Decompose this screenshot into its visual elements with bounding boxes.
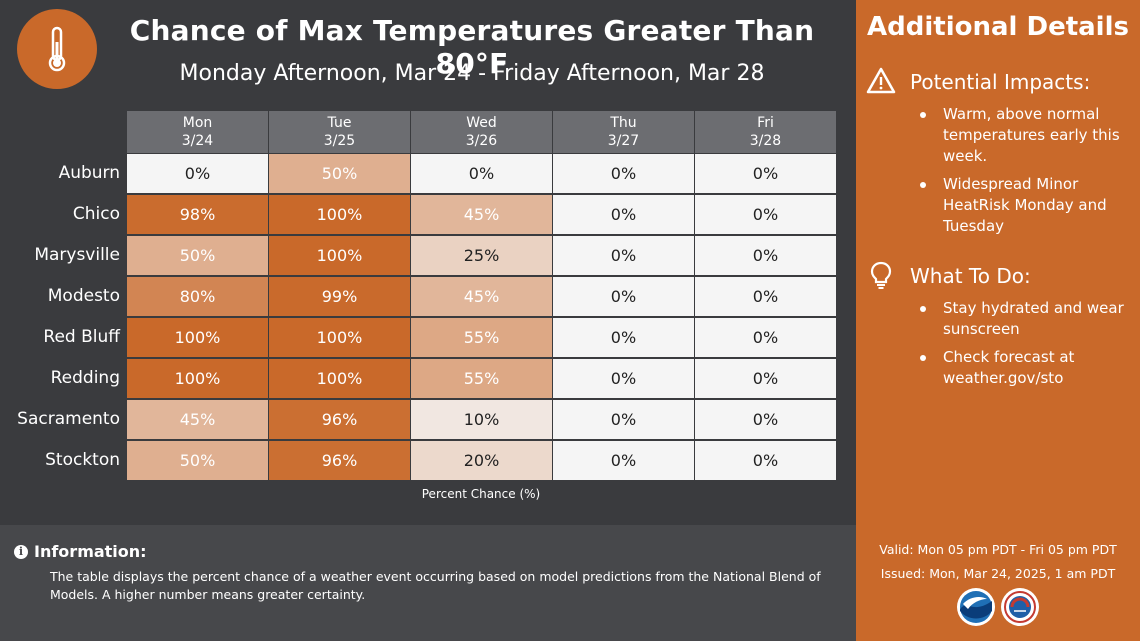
table-cell: 99% [269, 277, 410, 316]
table-cell: 50% [127, 236, 268, 275]
table-cell: 0% [695, 318, 836, 357]
valid-time: Valid: Mon 05 pm PDT - Fri 05 pm PDT [879, 542, 1117, 557]
table-cell: 0% [127, 154, 268, 193]
warning-icon [866, 67, 896, 94]
main-panel: Chance of Max Temperatures Greater Than … [17, 9, 836, 501]
information-panel: i Information: The table displays the pe… [0, 525, 856, 641]
column-header: Fri 3/28 [695, 111, 836, 153]
table-cell: 0% [695, 236, 836, 275]
table-cell: 0% [695, 277, 836, 316]
table-cell: 0% [695, 154, 836, 193]
table-cell: 0% [553, 318, 694, 357]
thermometer-logo [17, 9, 97, 89]
noaa-logo [957, 588, 995, 626]
table-cell: 0% [553, 154, 694, 193]
info-icon: i [14, 545, 28, 559]
table-cell: 0% [553, 441, 694, 480]
row-label: Chico [72, 204, 120, 224]
table-cell: 100% [269, 359, 410, 398]
table-cell: 100% [127, 359, 268, 398]
row-label: Marysville [34, 245, 120, 265]
column-day: Thu [610, 115, 637, 131]
table-cell: 45% [127, 400, 268, 439]
row-label: Stockton [45, 450, 120, 470]
table-cell: 98% [127, 195, 268, 234]
table-cell: 0% [553, 195, 694, 234]
table-cell: 0% [553, 400, 694, 439]
column-date: 3/25 [323, 133, 356, 149]
column-header: Tue 3/25 [269, 111, 410, 153]
row-label: Red Bluff [43, 327, 120, 347]
table-cell: 55% [411, 359, 552, 398]
row-label: Auburn [58, 163, 120, 183]
column-day: Wed [466, 115, 497, 131]
column-date: 3/26 [465, 133, 498, 149]
table-cell: 96% [269, 441, 410, 480]
column-header: Mon 3/24 [127, 111, 268, 153]
table-cell: 50% [127, 441, 268, 480]
impact-item: Warm, above normal temperatures early th… [918, 104, 1128, 167]
todo-item: Check forecast at weather.gov/sto [918, 347, 1128, 389]
table-cell: 55% [411, 318, 552, 357]
details-sidebar: Additional Details Potential Impacts: Wa… [856, 0, 1140, 641]
lightbulb-icon [870, 261, 892, 289]
table-cell: 0% [411, 154, 552, 193]
table-cell: 100% [127, 318, 268, 357]
impacts-list: Warm, above normal temperatures early th… [918, 104, 1128, 244]
column-header: Thu 3/27 [553, 111, 694, 153]
table-cell: 45% [411, 277, 552, 316]
table-cell: 0% [553, 277, 694, 316]
page-title: Chance of Max Temperatures Greater Than … [129, 14, 815, 80]
table-cell: 100% [269, 195, 410, 234]
table-cell: 0% [695, 195, 836, 234]
table-cell: 80% [127, 277, 268, 316]
impacts-heading: Potential Impacts: [910, 70, 1091, 94]
row-label: Modesto [47, 286, 120, 306]
impact-item: Widespread Minor HeatRisk Monday and Tue… [918, 174, 1128, 237]
column-day: Fri [757, 115, 774, 131]
table-cell: 100% [269, 236, 410, 275]
sidebar-title: Additional Details [867, 12, 1129, 42]
page-subtitle: Monday Afternoon, Mar 24 - Friday Aftern… [179, 61, 765, 86]
row-label: Sacramento [17, 409, 120, 429]
todo-item: Stay hydrated and wear sunscreen [918, 298, 1128, 340]
todo-list: Stay hydrated and wear sunscreen Check fo… [918, 298, 1128, 396]
column-day: Mon [182, 115, 213, 131]
table-cell: 50% [269, 154, 410, 193]
table-cell: 0% [695, 441, 836, 480]
issued-time: Issued: Mon, Mar 24, 2025, 1 am PDT [880, 566, 1116, 581]
column-header: Wed 3/26 [411, 111, 552, 153]
table-cell: 0% [695, 400, 836, 439]
column-date: 3/28 [749, 133, 782, 149]
nws-logo [1001, 588, 1039, 626]
table-cell: 25% [411, 236, 552, 275]
table-cell: 20% [411, 441, 552, 480]
column-day: Tue [327, 115, 352, 131]
row-label: Redding [50, 368, 120, 388]
column-date: 3/24 [181, 133, 214, 149]
table-cell: 10% [411, 400, 552, 439]
todo-heading: What To Do: [910, 264, 1031, 288]
table-cell: 45% [411, 195, 552, 234]
thermometer-icon [48, 26, 66, 72]
column-date: 3/27 [607, 133, 640, 149]
table-axis-label: Percent Chance (%) [421, 487, 541, 501]
table-cell: 0% [553, 359, 694, 398]
table-cell: 96% [269, 400, 410, 439]
table-cell: 0% [695, 359, 836, 398]
table-cell: 0% [553, 236, 694, 275]
table-cell: 100% [269, 318, 410, 357]
info-heading: Information: [34, 542, 147, 561]
info-text: The table displays the percent chance of… [50, 569, 821, 602]
